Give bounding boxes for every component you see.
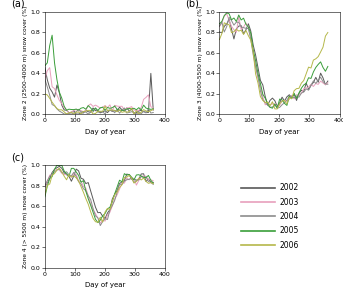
Text: 2006: 2006 — [279, 240, 299, 250]
Text: (b): (b) — [186, 0, 199, 9]
X-axis label: Day of year: Day of year — [259, 129, 299, 135]
Text: 2005: 2005 — [279, 226, 299, 235]
Text: (a): (a) — [11, 0, 24, 9]
Text: (c): (c) — [11, 152, 24, 162]
Text: 2003: 2003 — [279, 198, 299, 207]
Text: 2004: 2004 — [279, 212, 299, 221]
Y-axis label: Zone 3 (4000-5500 m) snow cover (%): Zone 3 (4000-5500 m) snow cover (%) — [198, 6, 203, 120]
Y-axis label: Zone 2 (2500-4000 m) snow cover (%): Zone 2 (2500-4000 m) snow cover (%) — [23, 6, 28, 120]
X-axis label: Day of year: Day of year — [85, 129, 125, 135]
X-axis label: Day of year: Day of year — [85, 282, 125, 288]
Y-axis label: Zone 4 (> 5500 m) snow cover (%): Zone 4 (> 5500 m) snow cover (%) — [23, 164, 28, 268]
Text: 2002: 2002 — [279, 183, 299, 192]
